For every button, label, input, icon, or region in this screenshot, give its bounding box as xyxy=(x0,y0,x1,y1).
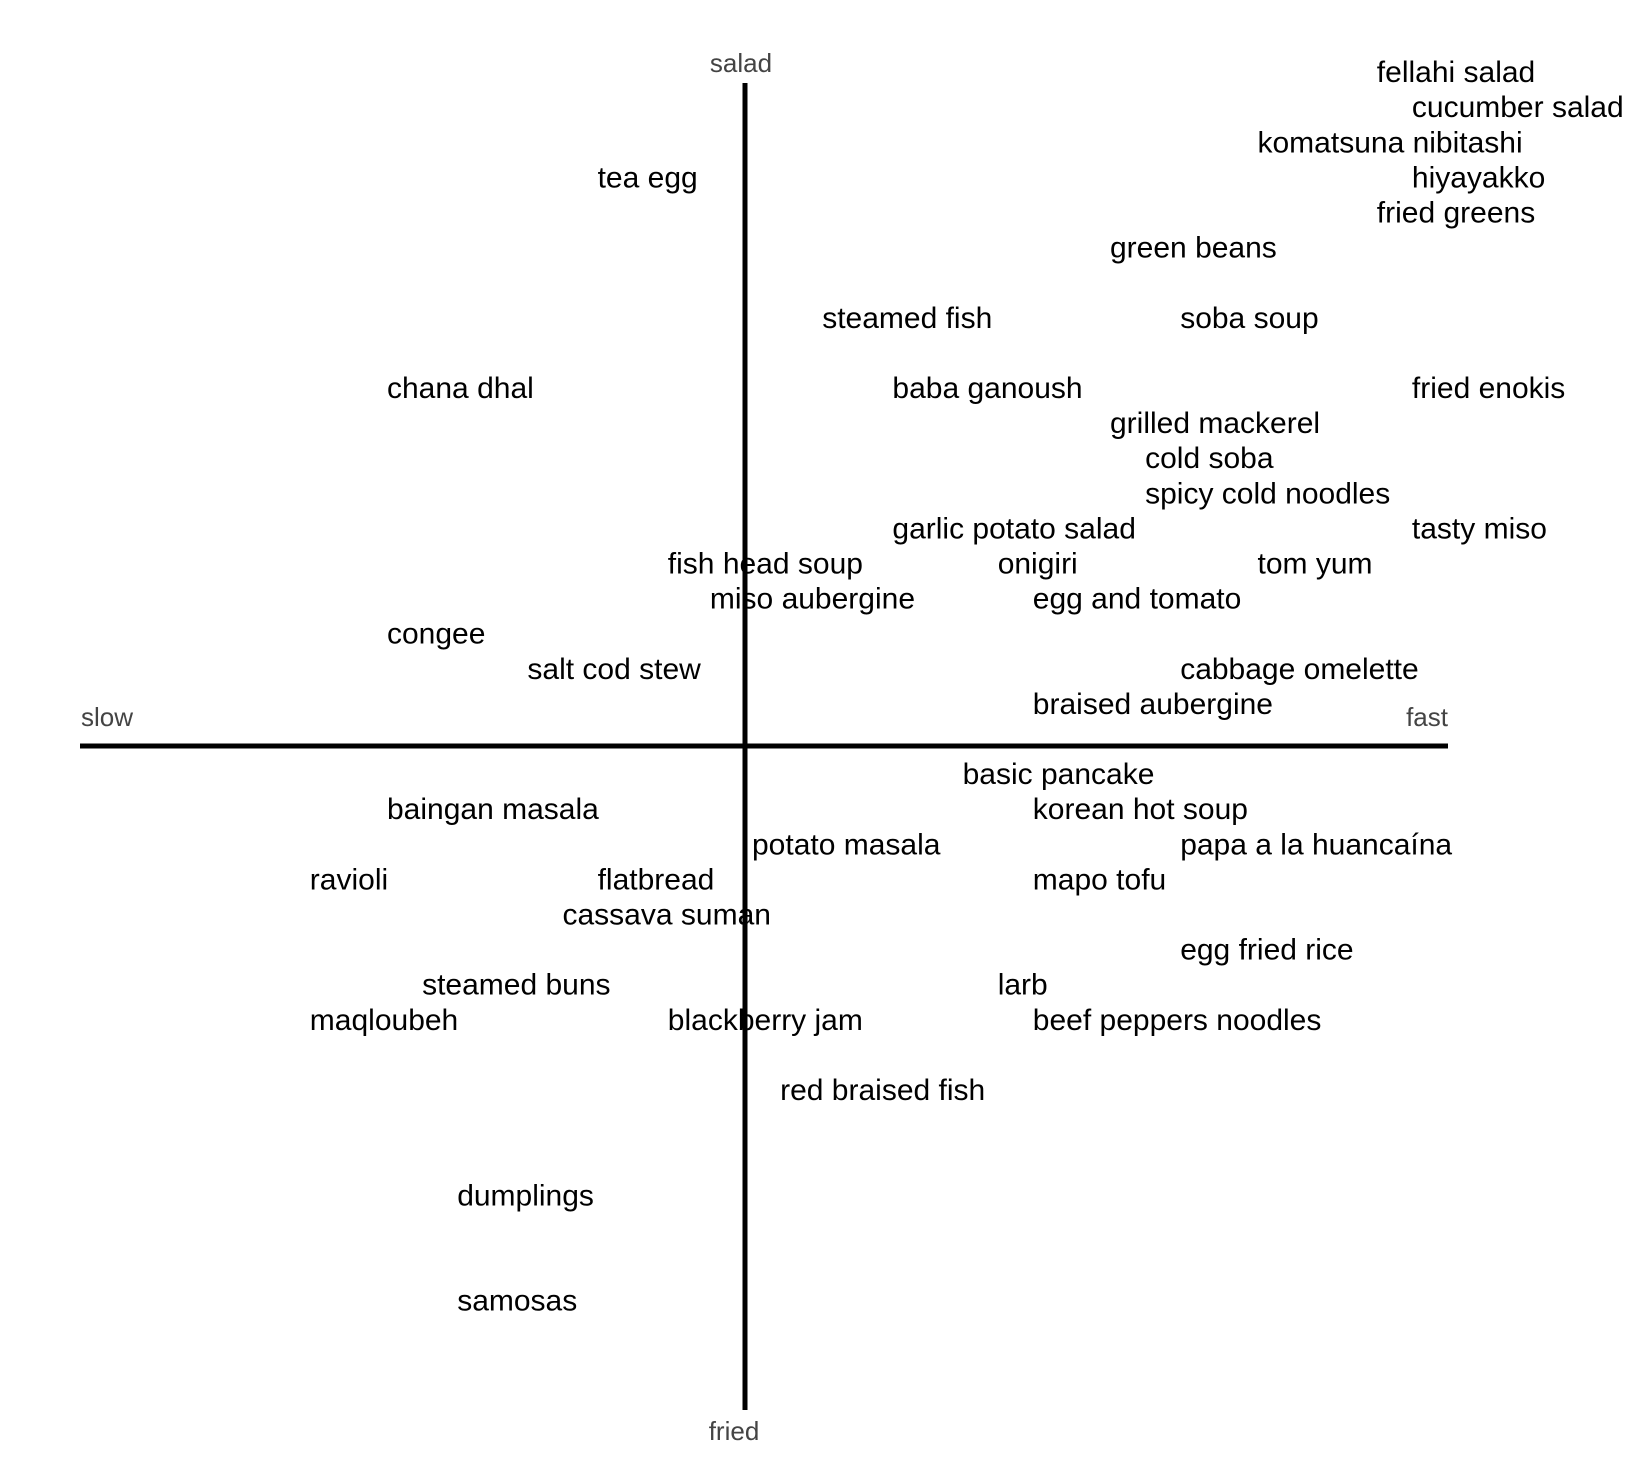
dish-label: soba soup xyxy=(1180,302,1318,335)
dish-label: fellahi salad xyxy=(1377,56,1535,89)
dish-label: potato masala xyxy=(752,828,941,861)
dish-label: miso aubergine xyxy=(710,583,915,616)
dish-label: steamed fish xyxy=(822,302,992,335)
dish-label: baba ganoush xyxy=(892,372,1082,405)
dish-label: maqloubeh xyxy=(310,1004,458,1037)
dish-label: cassava suman xyxy=(563,899,771,932)
dish-label: flatbread xyxy=(598,863,715,896)
dish-label: korean hot soup xyxy=(1033,793,1248,826)
dish-label: congee xyxy=(387,618,485,651)
dish-label: komatsuna nibitashi xyxy=(1258,126,1523,159)
dish-label: tom yum xyxy=(1258,548,1373,581)
dish-label: chana dhal xyxy=(387,372,534,405)
dish-label: tasty miso xyxy=(1412,512,1547,545)
dish-label: hiyayakko xyxy=(1412,161,1545,194)
dish-label: blackberry jam xyxy=(668,1004,863,1037)
dish-label: onigiri xyxy=(998,548,1078,581)
dish-label: braised aubergine xyxy=(1033,688,1273,721)
dish-label: larb xyxy=(998,969,1048,1002)
dish-label: cold soba xyxy=(1145,442,1274,475)
dish-label: cucumber salad xyxy=(1412,91,1624,124)
dish-label: mapo tofu xyxy=(1033,863,1166,896)
dish-label: cabbage omelette xyxy=(1180,653,1419,686)
dish-label: fish head soup xyxy=(668,548,863,581)
dish-label: ravioli xyxy=(310,863,388,896)
dish-label: basic pancake xyxy=(963,758,1155,791)
y-axis-negative-label: fried xyxy=(709,1416,760,1446)
x-axis-positive-label: fast xyxy=(1406,702,1449,732)
dish-label: salt cod stew xyxy=(527,653,701,686)
x-axis-negative-label: slow xyxy=(81,702,133,732)
dish-label: green beans xyxy=(1110,232,1277,265)
dish-label: samosas xyxy=(457,1285,577,1318)
y-axis-positive-label: salad xyxy=(710,48,772,78)
dish-label: tea egg xyxy=(598,161,698,194)
dish-label: beef peppers noodles xyxy=(1033,1004,1322,1037)
dish-label: dumplings xyxy=(457,1179,594,1212)
dish-label: papa a la huancaína xyxy=(1180,828,1452,861)
dish-label: egg and tomato xyxy=(1033,583,1242,616)
dish-label: spicy cold noodles xyxy=(1145,477,1390,510)
dish-label: fried greens xyxy=(1377,197,1535,230)
dish-label: steamed buns xyxy=(422,969,610,1002)
dish-label: baingan masala xyxy=(387,793,599,826)
dish-label: egg fried rice xyxy=(1180,934,1353,967)
dish-label: grilled mackerel xyxy=(1110,407,1320,440)
dish-label: garlic potato salad xyxy=(892,512,1136,545)
dish-label: fried enokis xyxy=(1412,372,1565,405)
dish-label: red braised fish xyxy=(780,1074,985,1107)
